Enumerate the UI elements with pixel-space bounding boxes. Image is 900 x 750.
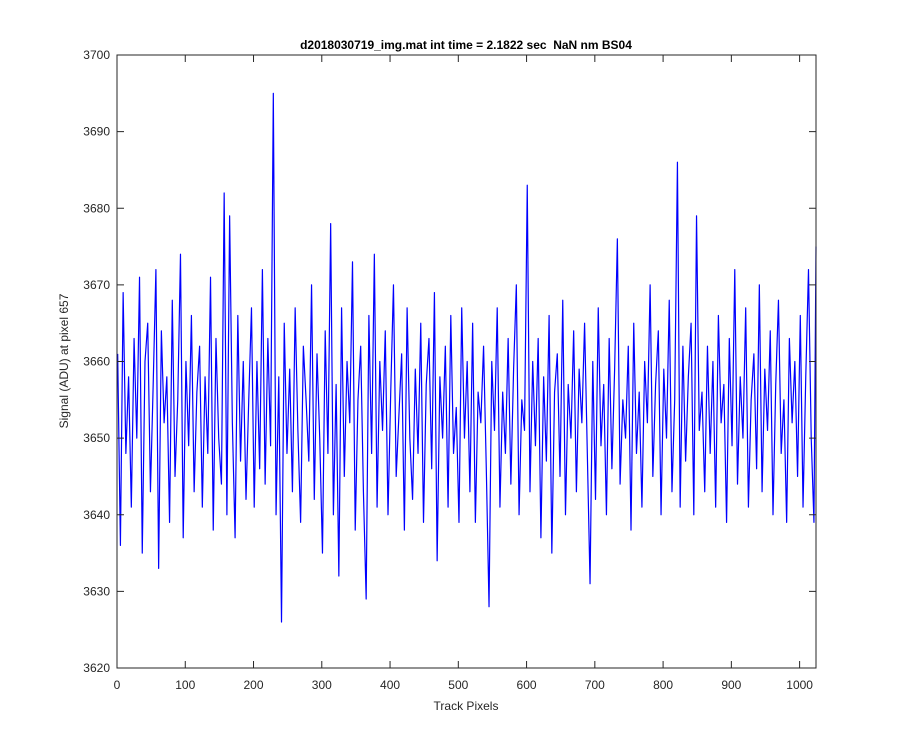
x-tick-label: 400 [380,678,400,692]
y-axis-label: Signal (ADU) at pixel 657 [57,293,71,428]
chart-title: d2018030719_img.mat int time = 2.1822 se… [300,38,632,52]
x-tick-label: 500 [448,678,468,692]
y-tick-label: 3670 [83,278,110,292]
y-tick-label: 3650 [83,431,110,445]
y-tick-label: 3700 [83,48,110,62]
x-tick-label: 800 [653,678,673,692]
x-tick-label: 300 [312,678,332,692]
x-tick-label: 200 [244,678,264,692]
data-line [117,92,817,623]
x-tick-label: 900 [721,678,741,692]
y-tick-label: 3680 [83,201,110,215]
y-tick-label: 3660 [83,355,110,369]
x-tick-label: 100 [175,678,195,692]
y-tick-label: 3690 [83,125,110,139]
x-tick-label: 700 [585,678,605,692]
y-tick-label: 3630 [83,584,110,598]
x-tick-label: 600 [517,678,537,692]
x-tick-label: 1000 [786,678,813,692]
y-tick-label: 3640 [83,508,110,522]
x-tick-label: 0 [114,678,121,692]
x-axis-label: Track Pixels [434,699,499,713]
y-tick-label: 3620 [83,661,110,675]
